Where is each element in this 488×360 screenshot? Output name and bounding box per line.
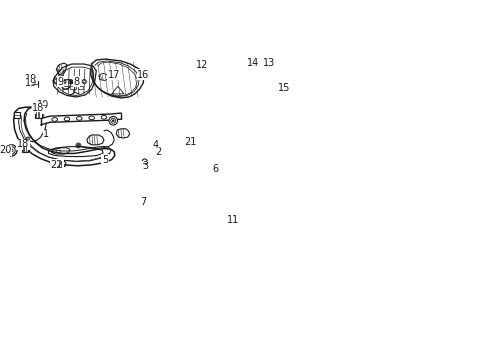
Bar <box>35 112 42 118</box>
Bar <box>21 147 28 152</box>
Text: 1: 1 <box>43 129 49 139</box>
Text: 13: 13 <box>262 58 275 68</box>
Text: 12: 12 <box>195 60 207 70</box>
Bar <box>70 86 76 89</box>
Bar <box>155 141 162 146</box>
Circle shape <box>109 116 117 125</box>
Ellipse shape <box>77 117 82 120</box>
Ellipse shape <box>64 117 70 121</box>
Text: 15: 15 <box>278 83 290 93</box>
Text: 5: 5 <box>102 154 108 165</box>
Ellipse shape <box>52 118 57 121</box>
Ellipse shape <box>142 159 147 166</box>
Text: 19: 19 <box>25 73 38 84</box>
Text: 22: 22 <box>50 160 63 170</box>
Ellipse shape <box>89 116 94 120</box>
Text: 8: 8 <box>73 77 79 87</box>
Text: 18: 18 <box>17 139 29 149</box>
Circle shape <box>6 145 17 156</box>
Bar <box>62 86 68 89</box>
Text: 19: 19 <box>25 78 37 88</box>
Ellipse shape <box>101 116 106 119</box>
Text: 4: 4 <box>152 140 158 150</box>
Text: 10: 10 <box>37 100 49 110</box>
Text: 11: 11 <box>227 215 239 225</box>
Ellipse shape <box>53 78 58 84</box>
Text: 14: 14 <box>247 58 259 68</box>
Circle shape <box>68 80 73 84</box>
Circle shape <box>112 120 114 122</box>
Circle shape <box>249 63 257 71</box>
Circle shape <box>75 80 80 84</box>
Text: 20: 20 <box>0 145 12 156</box>
Circle shape <box>208 64 211 67</box>
Bar <box>78 86 83 89</box>
Circle shape <box>82 80 86 84</box>
Text: 3: 3 <box>142 161 148 171</box>
Text: 6: 6 <box>212 164 219 174</box>
Circle shape <box>62 80 65 83</box>
Text: 2: 2 <box>155 147 161 157</box>
Text: 7: 7 <box>140 197 146 207</box>
Text: 16: 16 <box>137 69 149 80</box>
Ellipse shape <box>37 103 44 108</box>
Circle shape <box>69 80 72 83</box>
Circle shape <box>111 118 116 123</box>
Circle shape <box>251 65 255 69</box>
Circle shape <box>10 149 13 152</box>
Circle shape <box>83 80 85 83</box>
Text: 9: 9 <box>58 77 64 87</box>
Bar <box>14 112 20 118</box>
Circle shape <box>8 147 15 154</box>
Circle shape <box>76 80 79 83</box>
Circle shape <box>207 62 213 68</box>
Bar <box>31 81 38 87</box>
Text: 18: 18 <box>32 103 44 113</box>
Text: 17: 17 <box>108 69 120 80</box>
Ellipse shape <box>54 79 57 82</box>
Text: 21: 21 <box>184 137 196 147</box>
Circle shape <box>61 80 66 84</box>
